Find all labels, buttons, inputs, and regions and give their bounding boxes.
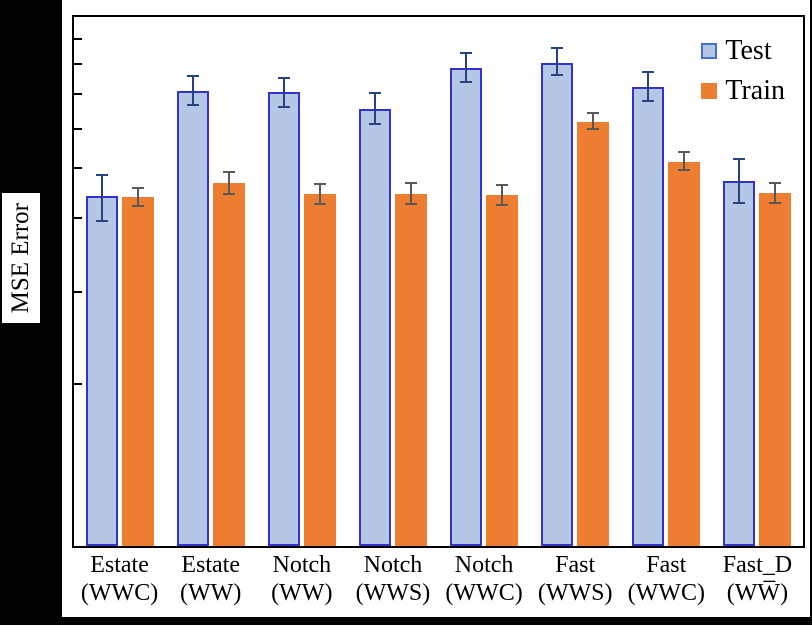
y-axis-tick (74, 37, 82, 40)
legend-label: Train (725, 75, 785, 106)
test-error-bar (277, 76, 290, 108)
legend-label: Test (725, 35, 772, 66)
y-axis-tick (74, 166, 82, 169)
train-bar (212, 182, 245, 546)
test-bar (632, 87, 665, 546)
x-category-label: Fast (WWS) (537, 552, 613, 606)
test-error-bar (642, 71, 655, 103)
test-bar (723, 181, 756, 546)
train-error-bar (769, 181, 782, 204)
plot-area: Test Train (72, 15, 805, 548)
test-error-bar (551, 46, 564, 76)
y-axis-tick (74, 62, 82, 65)
train-bar (759, 192, 792, 546)
legend-item-train: Train (701, 77, 785, 105)
y-axis-tick (74, 128, 82, 131)
test-bar (358, 108, 391, 546)
y-axis-tick (74, 217, 82, 220)
y-axis-tick (74, 92, 82, 95)
test-error-bar (460, 52, 473, 83)
test-bar (85, 195, 118, 546)
train-bar (394, 193, 427, 546)
train-swatch-icon (701, 83, 718, 99)
train-bar (303, 193, 336, 546)
x-category-label: Notch (WW) (271, 552, 333, 606)
test-bar (541, 62, 574, 546)
train-bar (486, 194, 519, 546)
train-error-bar (587, 112, 600, 131)
test-error-bar (186, 74, 199, 107)
x-category-label: Estate (WWC) (80, 552, 159, 606)
train-error-bar (313, 182, 326, 206)
y-axis-title: MSE Error (2, 193, 40, 323)
x-category-label: Notch (WWC) (445, 552, 523, 606)
legend-item-test: Test (701, 37, 785, 65)
train-error-bar (678, 150, 691, 171)
train-bar (577, 122, 610, 546)
y-axis-title-text: MSE Error (7, 202, 34, 314)
x-category-label: Fast_D (WW̅) (722, 552, 793, 606)
train-error-bar (131, 186, 144, 208)
legend: Test Train (701, 37, 785, 105)
test-error-bar (95, 173, 108, 223)
test-error-bar (368, 91, 381, 125)
train-bar (668, 161, 701, 546)
test-bar (450, 67, 483, 546)
x-axis-labels: Estate (WWC) Estate (WW) Notch (WW) Notch (WWS)… (74, 551, 803, 607)
y-axis-tick (74, 383, 82, 386)
y-axis-tick (74, 291, 82, 294)
train-bar (121, 196, 154, 546)
train-error-bar (222, 170, 235, 195)
train-error-bar (496, 183, 509, 207)
test-bar (176, 90, 209, 546)
x-category-label: Fast (WWC) (627, 552, 705, 606)
test-error-bar (733, 157, 746, 204)
x-category-label: Estate (WW) (180, 552, 242, 606)
test-swatch-icon (701, 43, 718, 59)
test-bar (267, 92, 300, 546)
x-category-label: Notch (WWS) (355, 552, 431, 606)
train-error-bar (404, 181, 417, 205)
